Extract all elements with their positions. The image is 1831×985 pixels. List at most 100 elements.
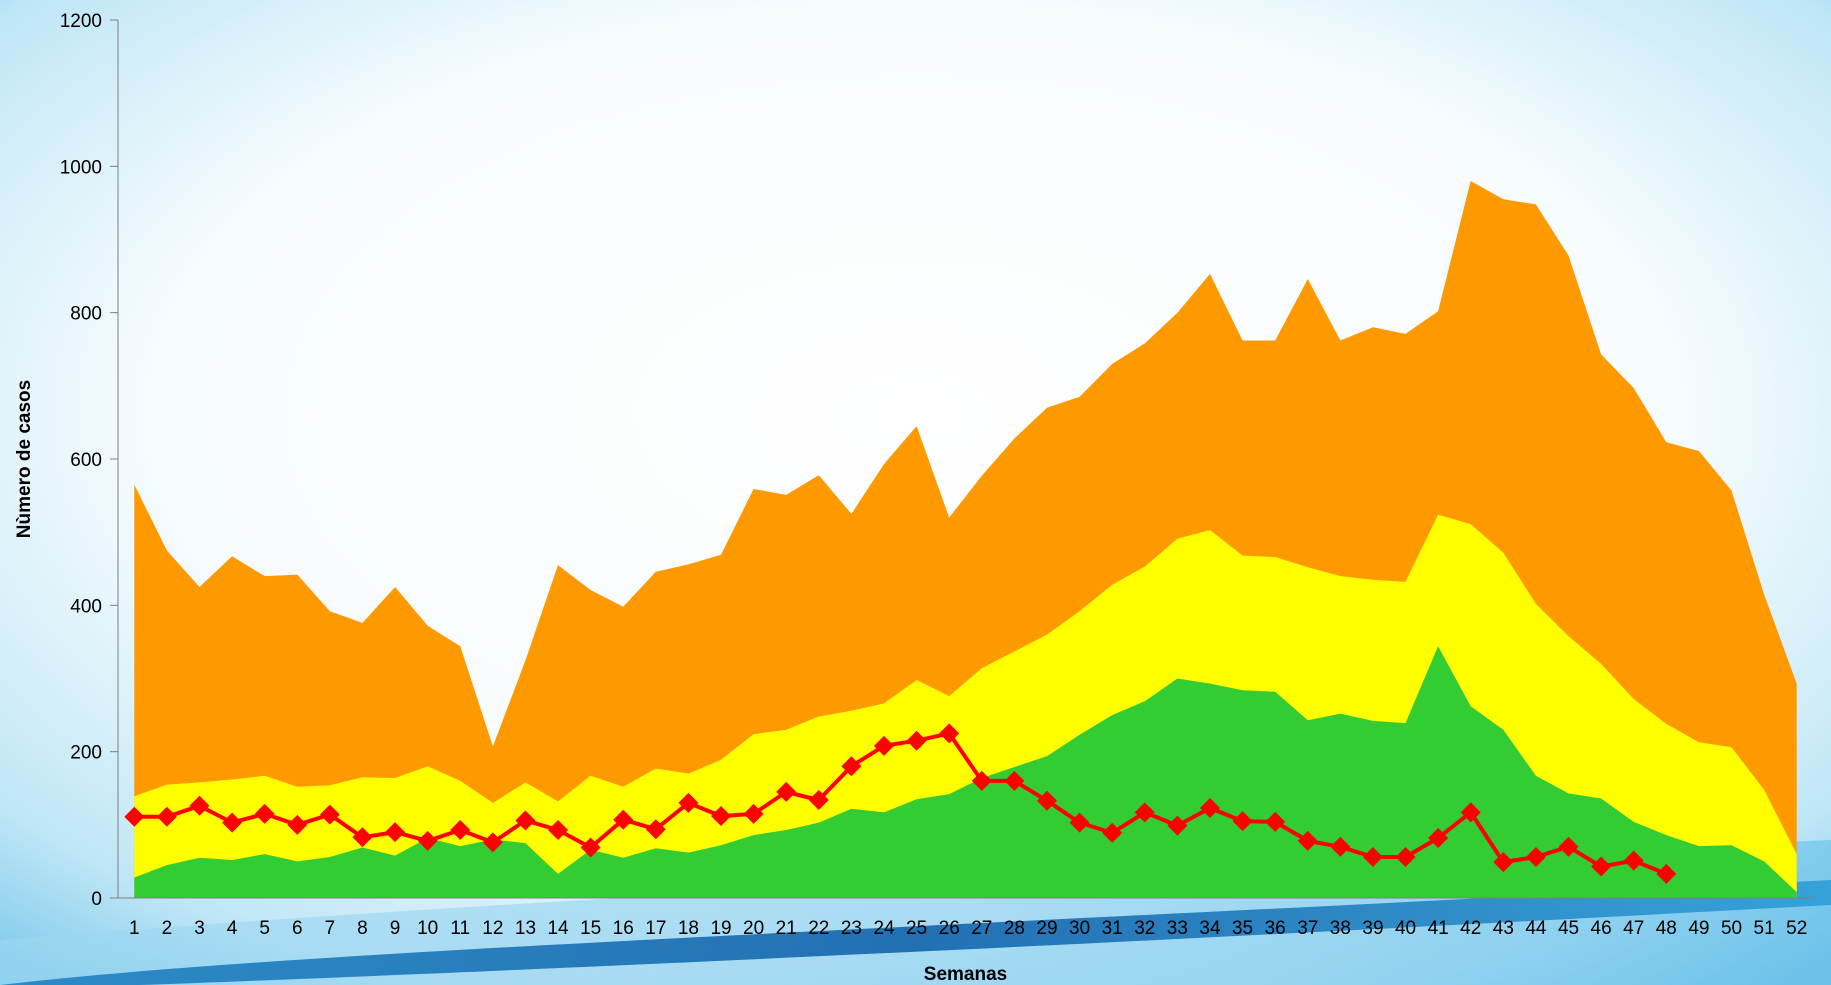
- line-point-marker: [515, 810, 536, 831]
- x-tick-label: 50: [1721, 918, 1742, 939]
- x-tick-label: 35: [1232, 918, 1253, 939]
- line-point-marker: [1525, 847, 1546, 868]
- x-tick-label: 40: [1395, 918, 1416, 939]
- line-point-marker: [1297, 830, 1318, 851]
- x-tick-label: 1: [129, 918, 140, 939]
- y-tick-label: 800: [70, 304, 102, 325]
- x-tick-label: 27: [971, 918, 992, 939]
- x-tick-label: 48: [1656, 918, 1677, 939]
- line-point-marker: [1362, 847, 1383, 868]
- x-tick-label: 6: [292, 918, 303, 939]
- x-tick-label: 13: [515, 918, 536, 939]
- line-point-marker: [1036, 790, 1057, 811]
- line-point-marker: [645, 819, 666, 840]
- x-tick-label: 29: [1036, 918, 1057, 939]
- x-tick-label: 37: [1297, 918, 1318, 939]
- x-tick-label: 51: [1754, 918, 1775, 939]
- x-tick-label: 19: [710, 918, 731, 939]
- x-tick-label: 46: [1591, 918, 1612, 939]
- x-tick-label: 18: [678, 918, 699, 939]
- line-point-marker: [1199, 798, 1220, 819]
- x-tick-label: 26: [939, 918, 960, 939]
- line-point-marker: [743, 803, 764, 824]
- line-point-marker: [548, 819, 569, 840]
- x-tick-label: 41: [1428, 918, 1449, 939]
- line-point-marker: [385, 822, 406, 843]
- line-point-marker: [1558, 836, 1579, 857]
- line-point-marker: [711, 806, 732, 827]
- line-point-marker: [254, 803, 275, 824]
- x-tick-label: 47: [1623, 918, 1644, 939]
- line-point-marker: [1460, 802, 1481, 823]
- x-tick-label: 16: [613, 918, 634, 939]
- line-point-marker: [287, 814, 308, 835]
- x-tick-label: 31: [1102, 918, 1123, 939]
- line-point-marker: [1069, 812, 1090, 833]
- line-point-marker: [1623, 850, 1644, 871]
- y-tick-label: 1000: [60, 157, 102, 178]
- line-point-marker: [450, 819, 471, 840]
- x-tick-label: 45: [1558, 918, 1579, 939]
- line-point-marker: [1428, 828, 1449, 849]
- line-point-marker: [1265, 811, 1286, 832]
- x-tick-label: 17: [645, 918, 666, 939]
- line-point-marker: [1167, 815, 1188, 836]
- line-point-marker: [580, 837, 601, 858]
- line-point-marker: [939, 723, 960, 744]
- line-point-marker: [1656, 863, 1677, 884]
- line-point-marker: [808, 789, 829, 810]
- x-tick-label: 28: [1004, 918, 1025, 939]
- line-point-marker: [1395, 847, 1416, 868]
- x-tick-label: 36: [1265, 918, 1286, 939]
- x-tick-label: 44: [1525, 918, 1547, 939]
- line-point-marker: [222, 812, 243, 833]
- line-point-marker: [482, 832, 503, 853]
- x-tick-label: 15: [580, 918, 601, 939]
- y-tick-label: 600: [70, 450, 102, 471]
- line-point-marker: [841, 756, 862, 777]
- x-tick-label: 25: [906, 918, 927, 939]
- x-tick-label: 38: [1330, 918, 1351, 939]
- x-tick-label: 5: [259, 918, 270, 939]
- x-tick-label: 49: [1688, 918, 1709, 939]
- line-point-marker: [1232, 811, 1253, 832]
- x-tick-label: 39: [1362, 918, 1383, 939]
- x-tick-label: 11: [450, 918, 470, 939]
- y-tick-label: 1200: [60, 11, 102, 32]
- line-point-marker: [1102, 822, 1123, 843]
- line-point-marker: [776, 781, 797, 802]
- x-tick-label: 22: [808, 918, 829, 939]
- line-point-marker: [1134, 802, 1155, 823]
- x-tick-label: 12: [482, 918, 503, 939]
- x-tick-label: 52: [1786, 918, 1807, 939]
- x-tick-label: 4: [227, 918, 238, 939]
- x-axis-title: Semanas: [924, 964, 1007, 985]
- x-tick-label: 34: [1199, 918, 1221, 939]
- background-wave-dark: [0, 880, 1831, 985]
- x-tick-label: 9: [390, 918, 401, 939]
- x-tick-label: 8: [357, 918, 368, 939]
- x-tick-label: 23: [841, 918, 862, 939]
- line-point-marker: [417, 830, 438, 851]
- x-tick-label: 2: [162, 918, 173, 939]
- line-point-marker: [156, 806, 177, 827]
- line-point-marker: [874, 735, 895, 756]
- y-tick-label: 200: [70, 743, 102, 764]
- area-series-3: [134, 646, 1797, 898]
- x-tick-label: 3: [194, 918, 205, 939]
- line-point-marker: [1004, 770, 1025, 791]
- x-tick-label: 33: [1167, 918, 1188, 939]
- x-tick-label: 43: [1493, 918, 1514, 939]
- x-tick-label: 30: [1069, 918, 1090, 939]
- y-tick-label: 0: [91, 889, 102, 910]
- line-point-marker: [1493, 852, 1514, 873]
- line-point-marker: [1591, 856, 1612, 877]
- x-tick-label: 20: [743, 918, 764, 939]
- line-point-marker: [124, 806, 145, 827]
- x-tick-label: 10: [417, 918, 438, 939]
- x-tick-label: 7: [325, 918, 336, 939]
- x-tick-label: 21: [776, 918, 797, 939]
